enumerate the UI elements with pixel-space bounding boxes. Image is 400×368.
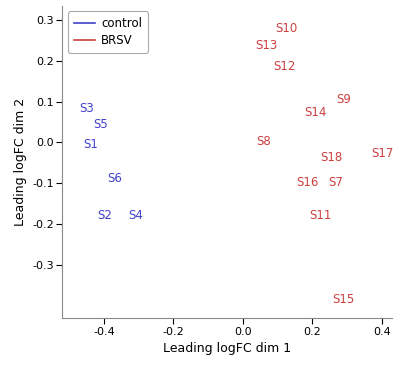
X-axis label: Leading logFC dim 1: Leading logFC dim 1 bbox=[163, 342, 291, 355]
Text: S12: S12 bbox=[273, 60, 295, 73]
Text: S4: S4 bbox=[128, 209, 143, 222]
Text: S10: S10 bbox=[275, 22, 297, 35]
Text: S18: S18 bbox=[320, 152, 342, 164]
Y-axis label: Leading logFC dim 2: Leading logFC dim 2 bbox=[14, 98, 26, 226]
Text: S16: S16 bbox=[297, 176, 319, 189]
Text: S15: S15 bbox=[332, 293, 354, 306]
Text: S7: S7 bbox=[328, 176, 343, 189]
Text: S8: S8 bbox=[256, 135, 271, 148]
Text: S14: S14 bbox=[304, 106, 326, 119]
Legend: control, BRSV: control, BRSV bbox=[68, 11, 148, 53]
Text: S9: S9 bbox=[336, 93, 351, 106]
Text: S2: S2 bbox=[97, 209, 112, 222]
Text: S5: S5 bbox=[94, 118, 108, 131]
Text: S17: S17 bbox=[371, 147, 393, 160]
Text: S3: S3 bbox=[80, 102, 94, 116]
Text: S6: S6 bbox=[107, 172, 122, 185]
Text: S11: S11 bbox=[309, 209, 331, 222]
Text: S1: S1 bbox=[83, 138, 98, 151]
Text: S13: S13 bbox=[255, 39, 278, 52]
